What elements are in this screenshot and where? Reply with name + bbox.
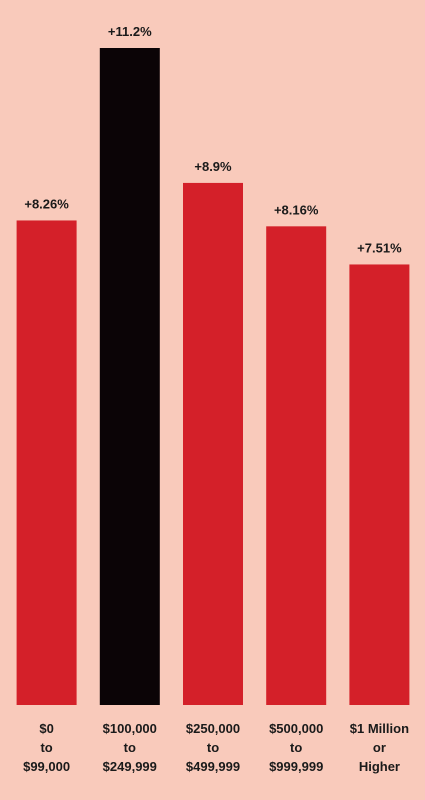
- bar: [266, 226, 327, 706]
- value-label: +8.9%: [194, 159, 232, 174]
- x-tick-label: to: [40, 740, 52, 755]
- value-label: +8.26%: [24, 196, 69, 211]
- bar: [183, 182, 243, 705]
- x-tick-label: $1 Million: [350, 721, 409, 736]
- bar: [16, 220, 77, 705]
- value-label: +8.16%: [274, 202, 319, 217]
- x-tick-label: $250,000: [186, 721, 240, 736]
- x-tick-label: $99,000: [23, 759, 70, 774]
- x-tick-label: $999,999: [269, 759, 323, 774]
- x-tick-label: $500,000: [269, 721, 323, 736]
- bar: [349, 264, 410, 705]
- x-tick-label: to: [124, 740, 136, 755]
- value-label: +7.51%: [357, 240, 402, 255]
- x-tick-label: $249,999: [103, 759, 157, 774]
- value-label: +11.2%: [108, 24, 152, 39]
- x-tick-label: to: [290, 740, 302, 755]
- bar: [99, 48, 160, 705]
- x-tick-label: $0: [39, 721, 53, 736]
- x-tick-label: $100,000: [103, 721, 157, 736]
- x-tick-label: Higher: [359, 759, 400, 774]
- x-tick-label: or: [373, 740, 386, 755]
- x-tick-label: to: [207, 740, 219, 755]
- x-tick-label: $499,999: [186, 759, 240, 774]
